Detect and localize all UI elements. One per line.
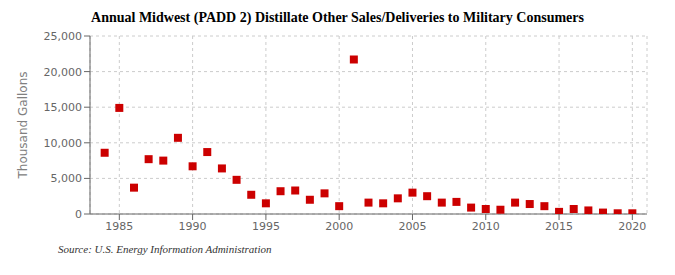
svg-text:5,000: 5,000	[51, 172, 83, 185]
html-text:Source: U.S. Energy Informatio: Source: U.S. Energy Information Administ…	[58, 243, 272, 255]
svg-text:2000: 2000	[325, 220, 353, 233]
svg-text:2020: 2020	[618, 220, 646, 233]
svg-text:Thousand Gallons: Thousand Gallons	[16, 71, 30, 179]
html-text:Annual Midwest (PADD 2) Distil: Annual Midwest (PADD 2) Distillate Other…	[91, 10, 584, 25]
svg-text:25,000: 25,000	[44, 30, 83, 43]
svg-text:1995: 1995	[252, 220, 280, 233]
svg-text:0: 0	[75, 208, 82, 221]
svg-text:1990: 1990	[179, 220, 207, 233]
svg-text:20,000: 20,000	[44, 66, 83, 79]
svg-text:1985: 1985	[105, 220, 133, 233]
svg-text:10,000: 10,000	[44, 137, 83, 150]
svg-text:2015: 2015	[545, 220, 573, 233]
svg-text:15,000: 15,000	[44, 101, 83, 114]
svg-text:2010: 2010	[472, 220, 500, 233]
svg-text:2005: 2005	[398, 220, 426, 233]
